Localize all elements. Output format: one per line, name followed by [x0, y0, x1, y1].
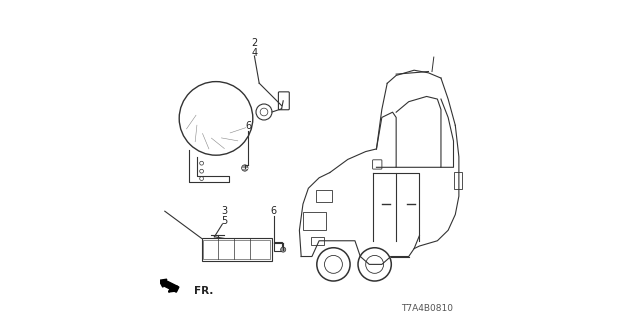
FancyArrow shape: [159, 279, 179, 292]
Circle shape: [280, 247, 285, 252]
Bar: [454, 172, 461, 189]
Text: 6: 6: [245, 121, 251, 132]
Text: FR.: FR.: [193, 286, 213, 296]
Bar: [274, 242, 282, 251]
Text: 3: 3: [221, 206, 227, 216]
Text: 6: 6: [271, 206, 276, 216]
Text: T7A4B0810: T7A4B0810: [401, 304, 453, 313]
Bar: [204, 240, 270, 259]
Bar: [316, 190, 332, 202]
Text: 4: 4: [252, 48, 257, 58]
Text: 5: 5: [221, 216, 227, 226]
Bar: [311, 236, 324, 244]
Text: 2: 2: [252, 38, 257, 48]
Bar: [303, 212, 326, 230]
Circle shape: [242, 165, 248, 171]
Bar: [202, 238, 272, 261]
